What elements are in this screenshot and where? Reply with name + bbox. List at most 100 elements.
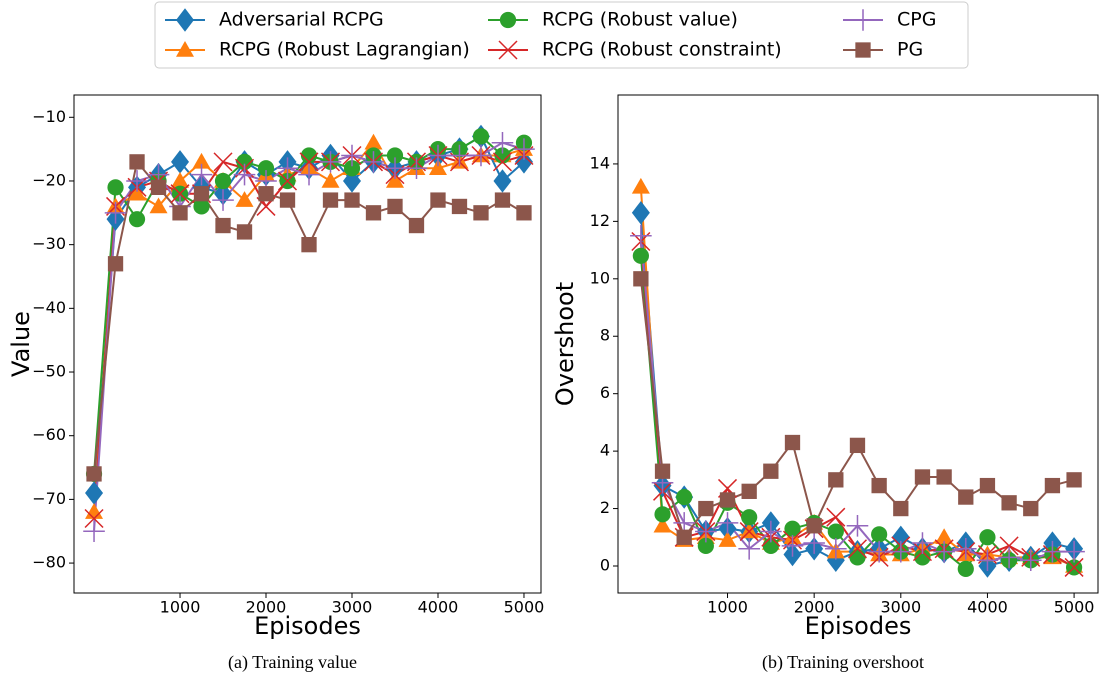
marker	[172, 205, 188, 221]
marker	[499, 11, 517, 29]
marker	[760, 520, 782, 543]
marker	[408, 217, 425, 234]
legend-label: RCPG (Robust value)	[542, 9, 738, 31]
marker	[1023, 500, 1039, 517]
marker	[849, 549, 866, 566]
marker	[385, 171, 404, 188]
marker	[193, 198, 210, 215]
marker	[763, 463, 779, 479]
marker	[384, 157, 406, 180]
marker	[212, 189, 234, 211]
marker	[911, 532, 934, 554]
marker	[741, 483, 757, 499]
marker	[716, 512, 739, 534]
legend-label: RCPG (Robust Lagrangian)	[219, 39, 470, 61]
marker	[739, 522, 759, 542]
y-axis-label: Overshoot	[551, 282, 579, 406]
y-tick-label: −50	[32, 362, 66, 381]
marker	[630, 224, 652, 247]
y-tick-label: −20	[32, 170, 66, 189]
marker	[107, 179, 124, 196]
marker	[781, 535, 804, 557]
marker	[150, 179, 167, 195]
marker	[631, 201, 650, 225]
marker	[193, 186, 210, 202]
marker	[427, 144, 449, 167]
marker	[631, 177, 650, 194]
caption: (a) Training value	[228, 652, 357, 673]
marker	[933, 540, 955, 563]
marker	[300, 147, 318, 164]
legend-label: Adversarial RCPG	[219, 9, 384, 31]
marker	[936, 469, 952, 485]
marker	[891, 525, 910, 549]
marker	[298, 163, 320, 186]
marker	[405, 157, 428, 180]
marker	[1066, 472, 1082, 488]
marker	[494, 192, 511, 208]
marker	[852, 9, 874, 31]
marker	[914, 469, 931, 485]
x-tick-label: 2000	[246, 598, 287, 617]
marker	[448, 144, 471, 167]
marker	[493, 169, 512, 193]
marker	[855, 42, 871, 58]
marker	[827, 523, 844, 540]
marker	[319, 151, 342, 173]
marker	[343, 160, 361, 177]
x-tick-label: 1000	[707, 598, 748, 617]
marker	[847, 539, 868, 559]
marker	[430, 192, 446, 208]
marker	[806, 518, 822, 534]
marker	[276, 157, 299, 180]
legend-label: RCPG (Robust constraint)	[542, 39, 782, 61]
marker	[958, 489, 974, 505]
marker	[1019, 549, 1042, 572]
axes-frame	[617, 94, 1099, 594]
marker	[999, 536, 1019, 556]
marker	[803, 532, 825, 554]
marker	[107, 256, 124, 272]
marker	[215, 217, 231, 234]
marker	[149, 197, 168, 214]
marker	[719, 492, 736, 508]
marker	[957, 560, 974, 577]
marker	[126, 170, 148, 192]
marker	[868, 540, 890, 563]
marker	[935, 528, 954, 545]
marker	[676, 488, 693, 506]
marker	[171, 171, 190, 188]
marker	[846, 514, 869, 537]
marker	[849, 437, 866, 454]
x-tick-label: 3000	[880, 598, 921, 617]
y-tick-label: −10	[32, 107, 66, 126]
legend-label: CPG	[897, 9, 936, 31]
marker	[516, 205, 532, 221]
y-tick-label: 14	[590, 153, 610, 172]
marker	[979, 529, 996, 546]
marker	[277, 171, 298, 191]
marker	[976, 549, 999, 572]
y-tick-label: 12	[590, 211, 610, 230]
legend-box	[154, 1, 969, 69]
x-tick-label: 1000	[160, 598, 201, 617]
marker	[871, 477, 887, 494]
marker	[718, 531, 737, 547]
marker	[784, 520, 801, 537]
marker	[236, 153, 253, 170]
marker	[322, 192, 339, 208]
marker	[826, 507, 846, 527]
x-tick-label: 5000	[504, 598, 545, 617]
marker	[301, 237, 317, 253]
marker	[387, 198, 403, 215]
marker	[1041, 540, 1064, 563]
marker	[871, 526, 888, 543]
marker	[494, 147, 511, 164]
caption: (b) Training overshoot	[762, 652, 924, 673]
y-tick-label: −40	[32, 298, 66, 317]
marker	[828, 472, 844, 488]
x-tick-label: 4000	[418, 598, 459, 617]
marker	[321, 171, 340, 188]
marker	[451, 198, 468, 215]
y-tick-label: 8	[600, 326, 610, 345]
